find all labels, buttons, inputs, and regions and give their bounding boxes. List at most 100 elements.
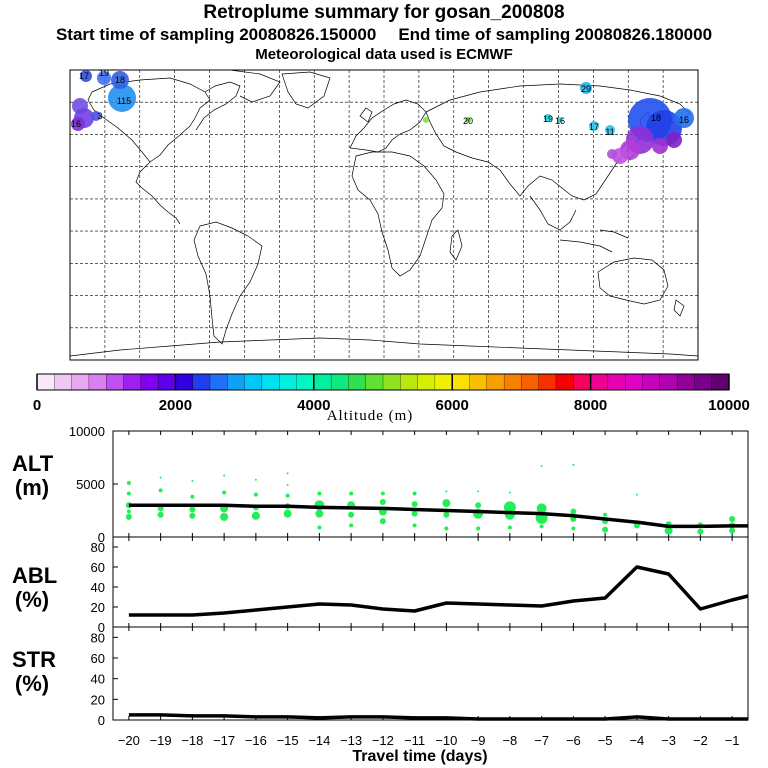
alt-scatter-point xyxy=(253,492,258,497)
alt-scatter-point xyxy=(476,526,481,531)
colorbar-segment xyxy=(382,373,401,391)
alt-scatter-point xyxy=(540,464,543,467)
colorbar-segment xyxy=(452,373,470,391)
colorbar-segment xyxy=(175,373,194,391)
plume-bubble xyxy=(666,132,682,148)
plume-bubble xyxy=(80,70,92,82)
str-ytick-label: 60 xyxy=(91,651,105,666)
x-tick-label: −19 xyxy=(150,733,172,748)
x-tick-label: −10 xyxy=(435,733,457,748)
x-tick-label: −18 xyxy=(181,733,203,748)
colorbar-segment xyxy=(590,373,609,391)
alt-scatter-point xyxy=(191,479,194,482)
x-tick-label: −9 xyxy=(471,733,486,748)
alt-name-line2: (m) xyxy=(14,475,50,500)
colorbar-segment xyxy=(538,373,557,391)
alt-scatter-point xyxy=(189,506,196,513)
str-series-line xyxy=(128,713,748,721)
colorbar-segment xyxy=(88,373,107,391)
abl-ytick-label: 80 xyxy=(91,540,105,555)
plume-bubble xyxy=(580,82,592,94)
plume-bubble xyxy=(557,117,563,123)
abl-name-line1: ABL xyxy=(12,563,58,588)
plume-number-label: 16 xyxy=(71,119,81,129)
alt-panel: 0 5000 10000 xyxy=(69,424,749,545)
colorbar-tick-label: 0 xyxy=(33,397,41,414)
str-ytick-label: 40 xyxy=(91,672,105,687)
alt-scatter-point xyxy=(664,526,673,535)
plume-number-label: 19 xyxy=(99,68,109,78)
alt-scatter-point xyxy=(159,476,162,479)
colorbar-segment xyxy=(348,373,367,391)
alt-scatter-point xyxy=(317,525,322,530)
alt-scatter-point xyxy=(443,511,450,518)
plume-number-label: 11 xyxy=(605,127,614,137)
alt-scatter-point xyxy=(254,478,257,481)
str-ytick-label: 0 xyxy=(98,713,105,728)
x-tick-label: −2 xyxy=(693,733,708,748)
alt-panel-frame xyxy=(112,430,749,538)
alt-scatter-point xyxy=(411,510,418,517)
alt-scatter-point xyxy=(729,515,736,522)
alt-scatter-point xyxy=(223,474,226,477)
plume-bubble xyxy=(465,117,471,123)
plume-number-label: 18 xyxy=(651,113,661,123)
alt-scatter-point xyxy=(285,493,290,498)
colorbar-segment xyxy=(54,373,73,391)
str-ytick-label: 80 xyxy=(91,630,105,645)
map-gridlines xyxy=(70,70,698,360)
abl-ytick-label: 20 xyxy=(91,600,105,615)
x-tick-label: −4 xyxy=(629,733,644,748)
abl-ytick-label: 60 xyxy=(91,560,105,575)
colorbar-segment xyxy=(711,373,730,391)
altitude-colorbar: 0 2000 4000 6000 8000 10000 xyxy=(33,373,750,414)
colorbar-segment xyxy=(555,373,574,391)
end-time-label: End time of sampling 20080826.180000 xyxy=(398,25,713,44)
plume-number-label: 17 xyxy=(79,71,89,81)
alt-scatter-point xyxy=(507,525,512,530)
plume-bubble xyxy=(71,117,85,131)
alt-scatter-point xyxy=(412,491,417,496)
colorbar-tick-label: 10000 xyxy=(708,397,750,414)
alt-scatter-point xyxy=(729,527,736,534)
x-tick-label: −3 xyxy=(661,733,676,748)
colorbar-segment xyxy=(279,373,297,391)
colorbar-segment xyxy=(227,373,246,391)
colorbar-segment xyxy=(694,373,713,391)
colorbar-segment xyxy=(400,373,419,391)
alt-scatter-point xyxy=(286,484,289,487)
alt-scatter-point xyxy=(286,472,289,475)
colorbar-segment xyxy=(676,373,695,391)
colorbar-segment xyxy=(607,373,626,391)
plume-number-label: 29 xyxy=(581,84,591,94)
alt-scatter-point xyxy=(222,490,227,495)
alt-scatter-point xyxy=(125,513,132,520)
colorbar-segment xyxy=(209,373,228,391)
abl-ytick-label: 40 xyxy=(91,580,105,595)
x-tick-label: −15 xyxy=(277,733,299,748)
x-tick-label: −1 xyxy=(725,733,740,748)
colorbar-segment xyxy=(123,373,142,391)
x-tick-label: −12 xyxy=(372,733,394,748)
alt-scatter-point xyxy=(126,491,131,496)
colorbar-tick-label: 6000 xyxy=(436,397,469,414)
abl-ytick-label: 0 xyxy=(98,620,105,635)
alt-scatter-point xyxy=(570,508,577,515)
alt-scatter-point xyxy=(126,480,131,485)
x-tick-label: −14 xyxy=(308,733,330,748)
x-tick-label: −5 xyxy=(598,733,613,748)
colorbar-segment xyxy=(330,373,349,391)
colorbar-segment xyxy=(417,373,436,391)
colorbar-segment xyxy=(434,373,453,391)
plume-number-label: 115 xyxy=(117,96,131,106)
colorbar-segment xyxy=(642,373,661,391)
alt-ytick-label: 10000 xyxy=(69,424,105,439)
colorbar-segment xyxy=(486,373,505,391)
alt-scatter-point xyxy=(126,509,131,514)
colorbar-segment xyxy=(573,373,592,391)
colorbar-tick-label: 8000 xyxy=(574,397,607,414)
sampling-times-line: Start time of sampling 20080826.150000 En… xyxy=(0,25,768,45)
